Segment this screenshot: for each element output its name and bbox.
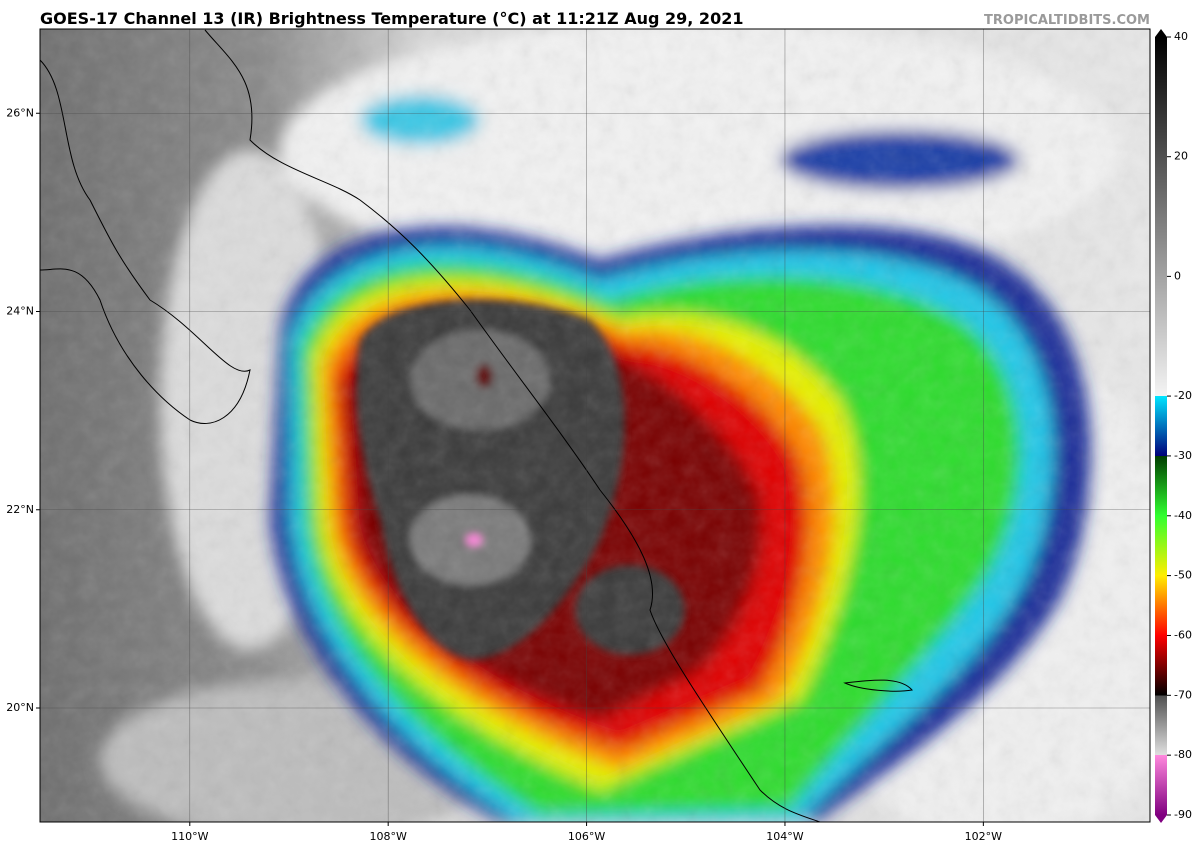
lat-label: 22°N	[6, 503, 34, 516]
lon-label: 106°W	[568, 830, 605, 843]
lat-label: 26°N	[6, 106, 34, 119]
colorbar-extend-top	[1155, 29, 1167, 37]
colorbar-extend-bottom	[1155, 815, 1167, 823]
credit: TROPICALTIDBITS.COM	[984, 13, 1150, 28]
lat-label: 24°N	[6, 305, 34, 318]
lon-label: 104°W	[766, 830, 803, 843]
colorbar-label: -30	[1174, 449, 1192, 462]
satellite-image	[40, 29, 1150, 822]
title: GOES-17 Channel 13 (IR) Brightness Tempe…	[40, 9, 743, 28]
lat-label: 20°N	[6, 701, 34, 714]
colorbar-label: 40	[1174, 30, 1188, 43]
colorbar-label: -60	[1174, 628, 1192, 641]
lon-label: 102°W	[965, 830, 1002, 843]
colorbar-label: -90	[1174, 808, 1192, 821]
colorbar-label: -40	[1174, 509, 1192, 522]
colorbar-label: -20	[1174, 389, 1192, 402]
colorbar-label: 20	[1174, 150, 1188, 163]
lon-label: 108°W	[369, 830, 406, 843]
colorbar-label: -50	[1174, 569, 1192, 582]
colorbar-label: -70	[1174, 688, 1192, 701]
colorbar-label: -80	[1174, 748, 1192, 761]
colorbar-label: 0	[1174, 269, 1181, 282]
map-frame	[39, 28, 1151, 823]
lon-label: 110°W	[171, 830, 208, 843]
colorbar	[1155, 37, 1167, 815]
